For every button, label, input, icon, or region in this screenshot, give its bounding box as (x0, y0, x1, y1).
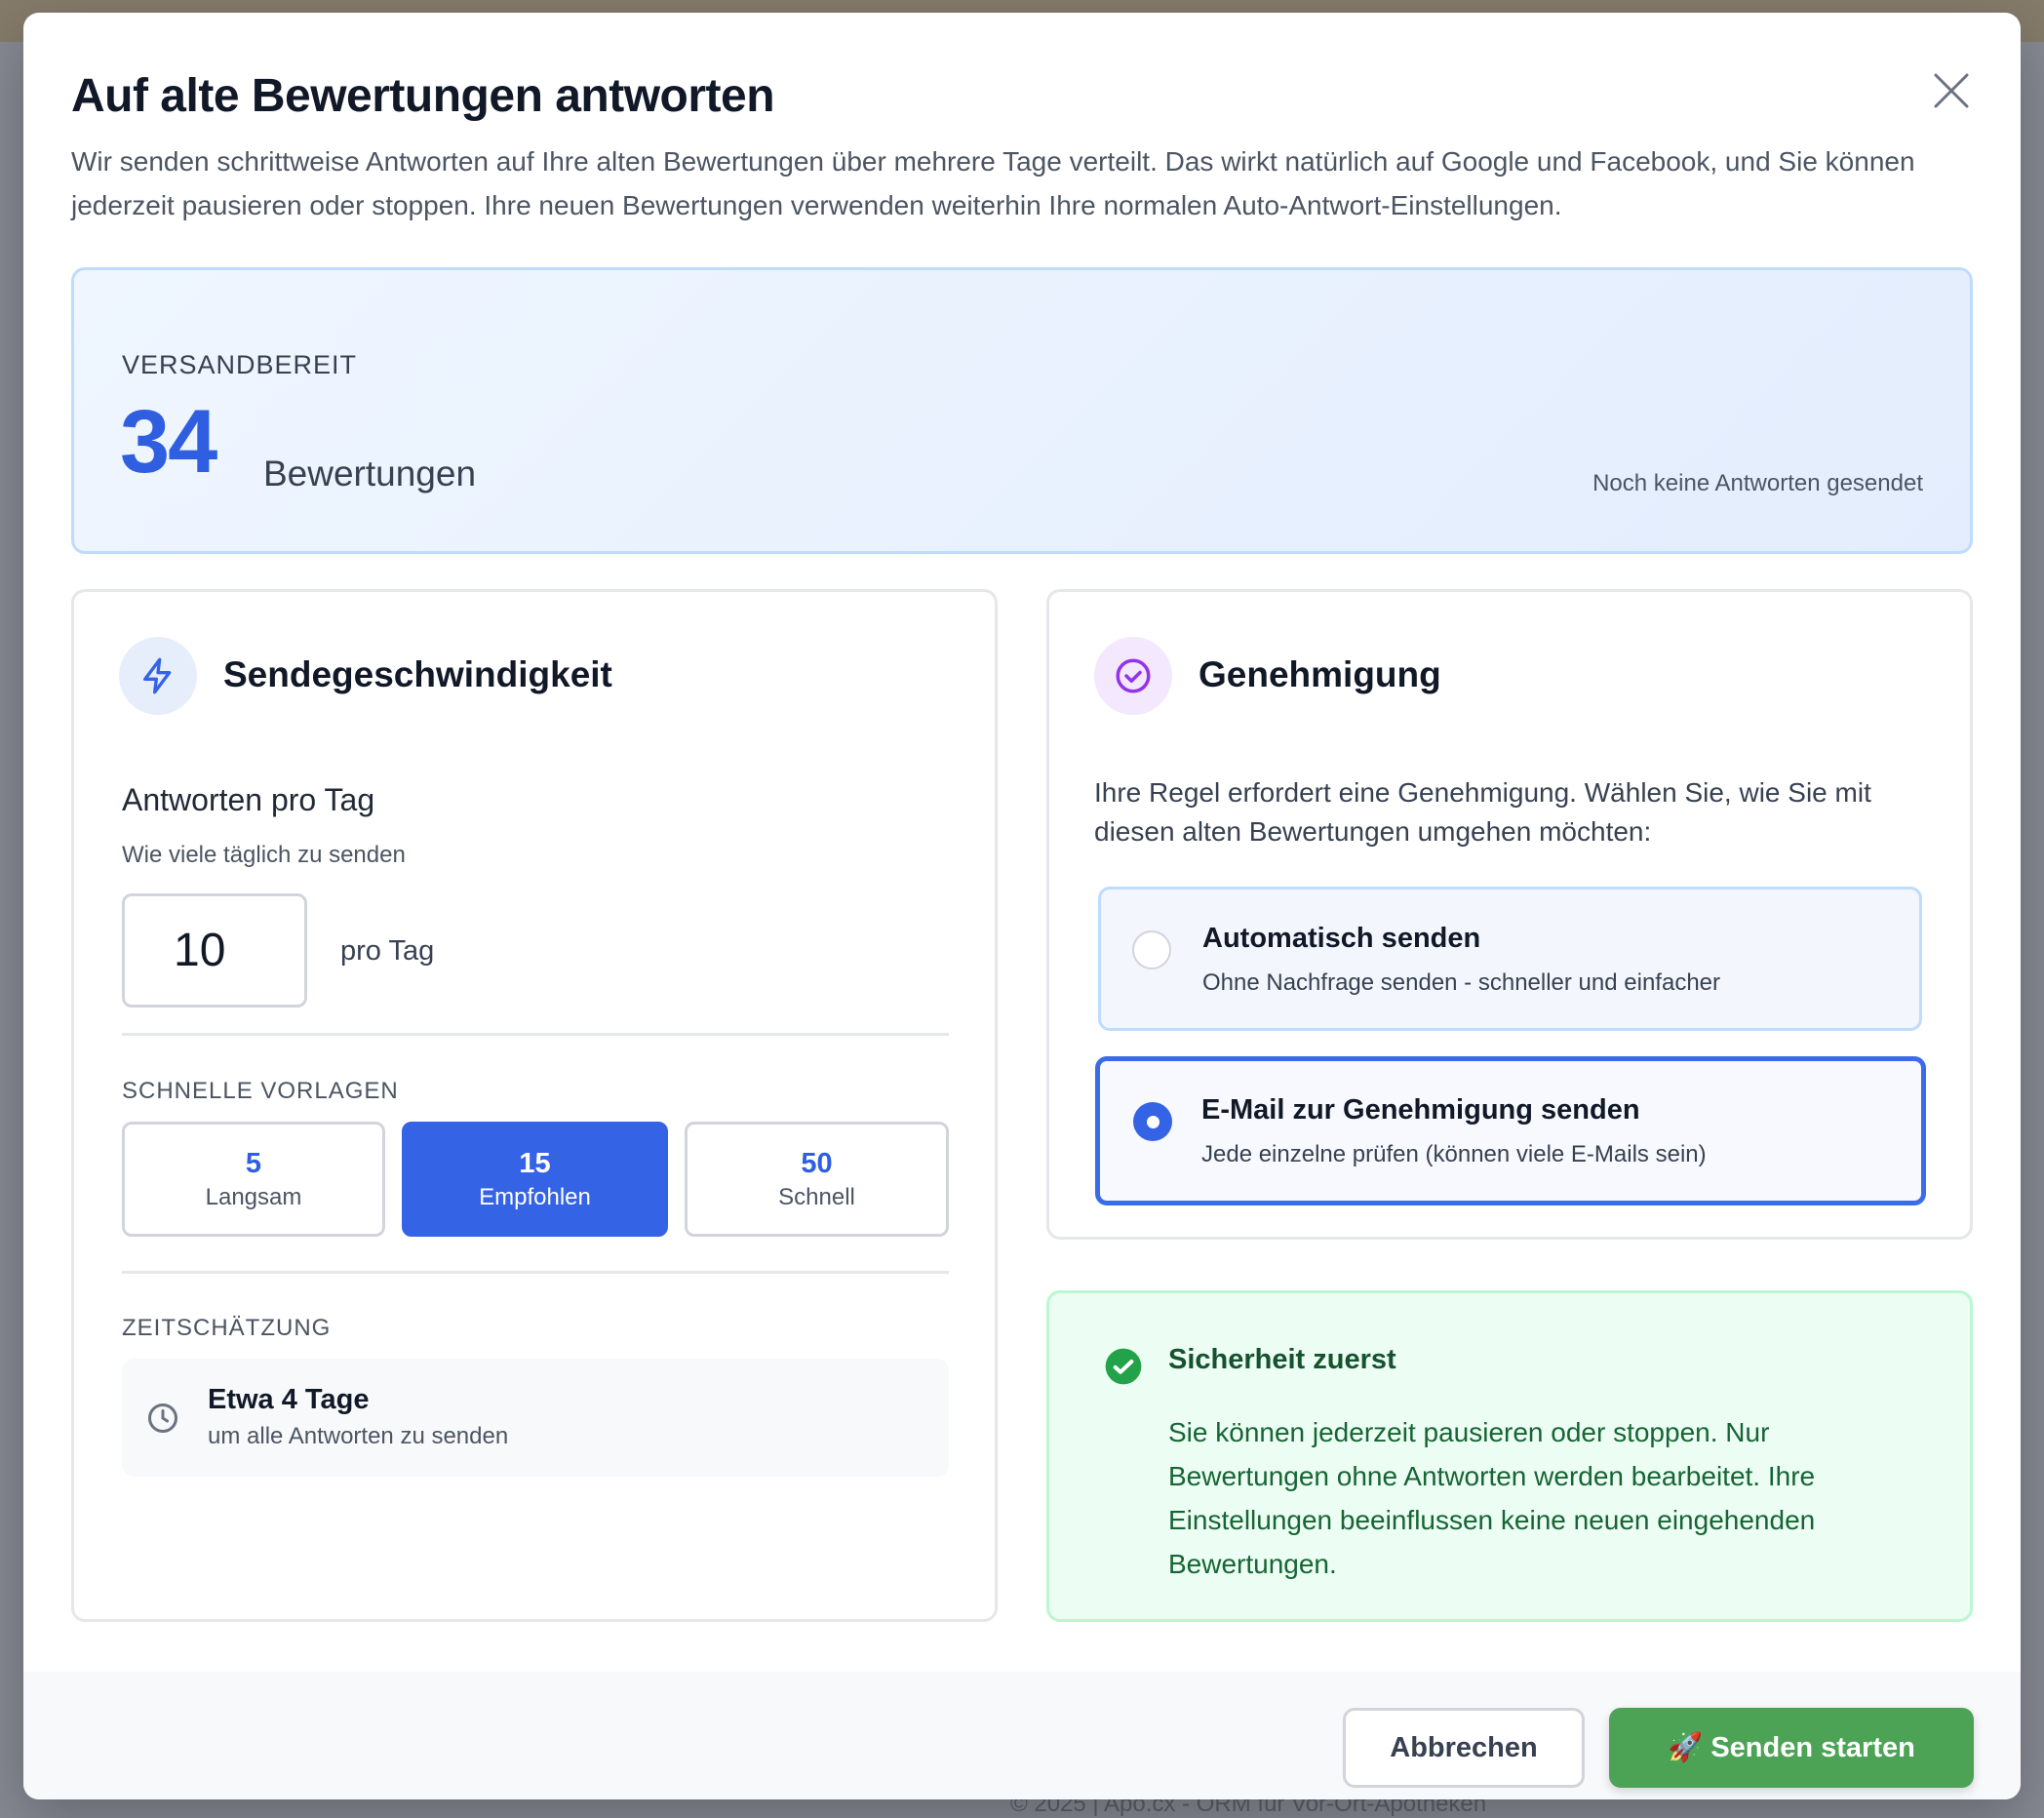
ready-status: Noch keine Antworten gesendet (1592, 470, 1923, 496)
per-day-title: Antworten pro Tag (122, 782, 375, 817)
preset-fast-button[interactable]: 50 Schnell (685, 1122, 949, 1237)
preset-value: 50 (801, 1147, 833, 1179)
start-sending-button[interactable]: 🚀 Senden starten (1609, 1708, 1974, 1788)
safety-notice: Sicherheit zuerst Sie können jederzeit p… (1046, 1290, 1973, 1622)
preset-value: 5 (245, 1147, 262, 1179)
ready-label: VERSANDBEREIT (122, 350, 358, 379)
preset-name: Schnell (778, 1183, 855, 1210)
ready-count: 34 (120, 392, 217, 492)
lightning-icon (119, 637, 197, 715)
divider (122, 1271, 949, 1274)
preset-slow-button[interactable]: 5 Langsam (122, 1122, 385, 1237)
approval-card: Genehmigung Ihre Regel erfordert eine Ge… (1046, 589, 1973, 1240)
cancel-button[interactable]: Abbrechen (1343, 1708, 1585, 1788)
approval-title: Genehmigung (1199, 654, 1441, 694)
modal-footer: Abbrechen 🚀 Senden starten (23, 1672, 2021, 1799)
speed-card: Sendegeschwindigkeit Antworten pro Tag W… (71, 589, 998, 1622)
estimate-value: Etwa 4 Tage (208, 1384, 370, 1415)
check-circle-icon (1094, 637, 1172, 715)
ready-summary: VERSANDBEREIT 34 Bewertungen Noch keine … (71, 267, 1973, 554)
modal-title: Auf alte Bewertungen antworten (71, 70, 775, 122)
safety-title: Sicherheit zuerst (1168, 1344, 1396, 1375)
preset-value: 15 (519, 1147, 551, 1179)
option-desc: Ohne Nachfrage senden - schneller und ei… (1202, 969, 1720, 996)
safety-text: Sie können jederzeit pausieren oder stop… (1168, 1417, 1816, 1579)
preset-recommended-button[interactable]: 15 Empfohlen (402, 1122, 668, 1237)
modal-description: Wir senden schrittweise Antworten auf Ih… (71, 146, 1915, 220)
speed-title: Sendegeschwindigkeit (223, 654, 612, 694)
per-day-unit: pro Tag (340, 935, 435, 967)
close-button[interactable] (1930, 69, 1973, 112)
option-title: E-Mail zur Genehmigung senden (1201, 1094, 1640, 1126)
close-icon (1934, 73, 1969, 108)
time-estimate: Etwa 4 Tage um alle Antworten zu senden (122, 1359, 949, 1477)
option-email-approval[interactable]: E-Mail zur Genehmigung senden Jede einze… (1095, 1056, 1926, 1205)
presets-label: SCHNELLE VORLAGEN (122, 1078, 399, 1104)
divider (122, 1033, 949, 1036)
approval-text: Ihre Regel erfordert eine Genehmigung. W… (1094, 777, 1871, 847)
per-day-input[interactable]: 10 (122, 893, 307, 1008)
option-title: Automatisch senden (1202, 923, 1481, 954)
preset-name: Langsam (205, 1183, 302, 1210)
reply-old-reviews-modal: Auf alte Bewertungen antworten Wir sende… (23, 13, 2021, 1799)
radio-auto-send[interactable] (1132, 930, 1171, 969)
option-auto-send[interactable]: Automatisch senden Ohne Nachfrage senden… (1098, 887, 1922, 1031)
check-icon (1105, 1348, 1142, 1385)
radio-email-approval[interactable] (1133, 1102, 1172, 1141)
option-desc: Jede einzelne prüfen (können viele E-Mai… (1201, 1141, 1707, 1167)
ready-unit: Bewertungen (263, 454, 477, 494)
per-day-hint: Wie viele täglich zu senden (122, 842, 406, 868)
clock-icon (148, 1403, 177, 1433)
preset-name: Empfohlen (479, 1183, 591, 1210)
estimate-label: ZEITSCHÄTZUNG (122, 1315, 332, 1341)
estimate-note: um alle Antworten zu senden (208, 1423, 509, 1449)
